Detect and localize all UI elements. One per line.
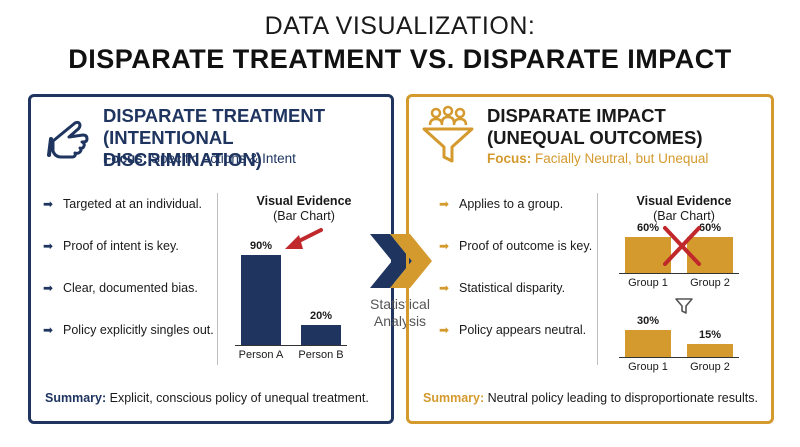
title-line-2: DISPARATE TREATMENT VS. DISPARATE IMPACT: [68, 44, 732, 74]
treatment-summary: Summary: Explicit, conscious policy of u…: [45, 391, 369, 405]
disparate-impact-panel: DISPARATE IMPACT (UNEQUAL OUTCOMES) Focu…: [406, 94, 774, 424]
impact-summary: Summary: Neutral policy leading to dispr…: [423, 391, 758, 405]
bar-group-2: [687, 237, 733, 273]
impact-visual-subtitle: (Bar Chart): [653, 209, 715, 223]
impact-focus-text: Facially Neutral, but Unequal: [535, 151, 709, 166]
statistical-analysis-label: Statistical Analysis: [360, 296, 440, 330]
list-item: ➡ Proof of intent is key.: [43, 239, 218, 281]
bullet-text: Proof of outcome is key.: [459, 239, 593, 253]
arrow-right-icon: ➡: [439, 197, 450, 211]
impact-focus-label: Focus:: [487, 151, 532, 166]
arrow-right-icon: ➡: [43, 197, 54, 211]
bar-category-label: Person B: [298, 349, 344, 361]
bullet-text: Policy appears neutral.: [459, 323, 587, 337]
treatment-focus: Focus: Specific Actions & Intent: [103, 151, 296, 166]
arrow-right-icon: ➡: [43, 239, 54, 253]
bar-value-label: 30%: [636, 315, 660, 327]
treatment-title-line-1: DISPARATE TREATMENT: [103, 105, 325, 126]
impact-title: DISPARATE IMPACT (UNEQUAL OUTCOMES): [487, 105, 703, 149]
bar-value-label: 15%: [698, 328, 722, 341]
bar-value-label: 90%: [249, 240, 273, 252]
bullet-text: Targeted at an individual.: [63, 197, 202, 211]
chart-axis: [619, 357, 739, 358]
bar-group-1: [625, 330, 671, 357]
bar-group-1: [625, 237, 671, 273]
impact-visual-title: Visual Evidence: [636, 194, 732, 208]
arrow-right-icon: ➡: [43, 323, 54, 337]
bar-category-label: Group 2: [690, 277, 730, 289]
people-funnel-icon: [422, 105, 474, 163]
chart-axis: [235, 345, 347, 346]
red-arrow-icon: [285, 228, 323, 249]
arrow-right-icon: ➡: [43, 281, 54, 295]
treatment-title: DISPARATE TREATMENT (INTENTIONAL DISCRIM…: [103, 105, 391, 171]
list-item: ➡ Clear, documented bias.: [43, 281, 218, 323]
disparate-treatment-panel: DISPARATE TREATMENT (INTENTIONAL DISCRIM…: [28, 94, 394, 424]
bullet-text: Policy explicitly singles out.: [63, 323, 214, 337]
chart-axis: [619, 273, 739, 274]
treatment-title-line-2: (INTENTIONAL DISCRIMINATION): [103, 127, 262, 170]
center-label-line-1: Statistical: [370, 296, 430, 312]
divider: [217, 193, 218, 365]
treatment-visual-subtitle: (Bar Chart): [273, 209, 335, 223]
list-item: ➡ Targeted at an individual.: [43, 197, 218, 239]
treatment-summary-label: Summary:: [45, 391, 107, 405]
bar-category-label: Group 1: [628, 361, 668, 373]
bar-category-label: Person A: [238, 349, 284, 361]
list-item: ➡ Policy explicitly singles out.: [43, 323, 218, 365]
bullet-text: Proof of intent is key.: [63, 239, 179, 253]
treatment-visual-title: Visual Evidence: [256, 194, 352, 208]
impact-bullets: ➡ Applies to a group. ➡ Proof of outcome i…: [439, 197, 614, 365]
bar-category-label: Group 1: [628, 277, 668, 289]
impact-summary-label: Summary:: [423, 391, 485, 405]
impact-title-line-2: (UNEQUAL OUTCOMES): [487, 127, 703, 148]
impact-title-line-1: DISPARATE IMPACT: [487, 105, 666, 126]
list-item: ➡ Policy appears neutral.: [439, 323, 614, 365]
red-x-icon: [663, 226, 701, 266]
funnel-icon: [675, 298, 693, 314]
list-item: ➡ Statistical disparity.: [439, 281, 614, 323]
bar-value-label: 20%: [309, 310, 333, 322]
title-line-1: DATA VISUALIZATION:: [264, 12, 536, 40]
bar-value-label: 60%: [698, 222, 722, 234]
impact-focus: Focus: Facially Neutral, but Unequal: [487, 151, 708, 166]
bar-value-label: 60%: [636, 222, 660, 234]
bullet-text: Statistical disparity.: [459, 281, 566, 295]
arrow-right-icon: ➡: [439, 281, 450, 295]
bullet-text: Applies to a group.: [459, 197, 564, 211]
center-label-line-2: Analysis: [373, 313, 427, 329]
bullet-text: Clear, documented bias.: [63, 281, 198, 295]
treatment-bullets: ➡ Targeted at an individual. ➡ Proof of in…: [43, 197, 218, 365]
pointing-hand-icon: [47, 120, 89, 159]
impact-summary-text: Neutral policy leading to disproportiona…: [487, 391, 758, 405]
bar-group-2: [687, 343, 733, 357]
arrow-right-icon: ➡: [439, 323, 450, 337]
bar-category-label: Group 2: [690, 361, 730, 373]
list-item: ➡ Proof of outcome is key.: [439, 239, 614, 281]
arrow-right-icon: ➡: [439, 239, 450, 253]
bar-person-a: [241, 255, 281, 345]
list-item: ➡ Applies to a group.: [439, 197, 614, 239]
treatment-summary-text: Explicit, conscious policy of unequal tr…: [109, 391, 369, 405]
treatment-focus-text: Specific Actions & Intent: [151, 151, 296, 166]
divider: [597, 193, 598, 365]
treatment-focus-label: Focus:: [103, 151, 148, 166]
double-chevron-right-icon: [370, 234, 432, 288]
bar-person-b: [301, 325, 341, 345]
